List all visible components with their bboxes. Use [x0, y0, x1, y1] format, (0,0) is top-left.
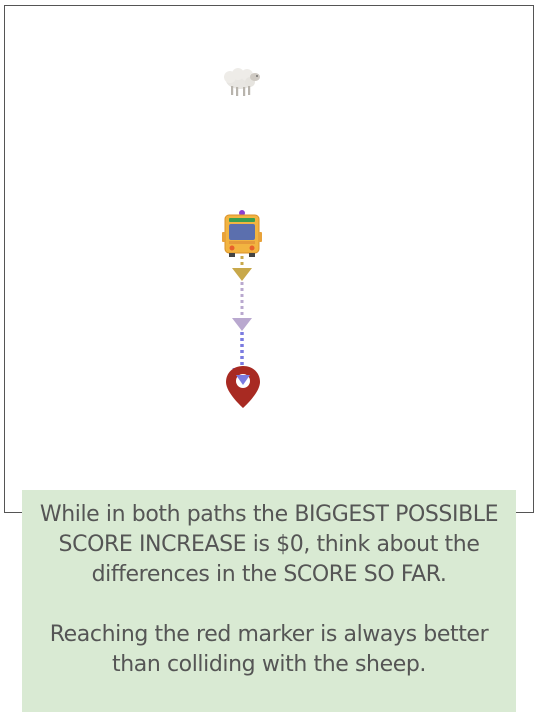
- game-board: [4, 5, 534, 513]
- sheep-icon: [224, 68, 260, 96]
- path-arrow-2: [232, 318, 252, 331]
- movement-path: [232, 256, 252, 376]
- hint-paragraph-scores: While in both paths the BIGGEST POSSIBLE…: [39, 502, 499, 587]
- path-arrow-1: [232, 268, 252, 281]
- red-map-marker-icon: [226, 366, 260, 408]
- hint-paragraph-marker: Reaching the red marker is always better…: [49, 622, 489, 677]
- trolley-cart-icon: [222, 210, 262, 257]
- hint-box: While in both paths the BIGGEST POSSIBLE…: [22, 490, 516, 712]
